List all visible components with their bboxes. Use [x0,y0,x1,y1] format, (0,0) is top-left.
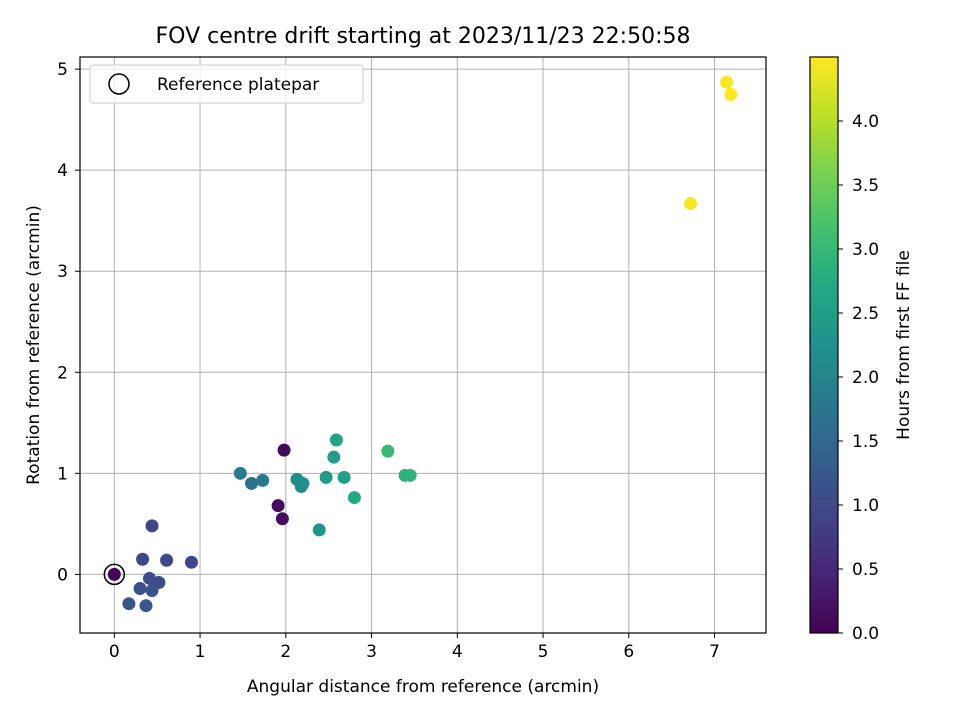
legend-marker-reference [108,73,130,95]
x-tick-label: 1 [195,642,206,662]
reference-platepar-marker [103,563,126,586]
plot-frame [79,56,767,634]
x-tick-label: 3 [366,642,377,662]
data-point [107,567,121,581]
data-point [133,582,147,596]
data-point [275,512,289,526]
x-tick-labels: 0 1 2 3 4 5 6 7 [109,642,720,662]
colorbar-tick-label: 2.0 [852,368,879,388]
data-point [256,473,270,487]
colorbar-tick-label: 4.0 [852,112,879,132]
data-point [381,444,395,458]
data-point [319,470,333,484]
plot-area [80,57,766,633]
data-point [184,555,198,569]
x-tick-label: 6 [623,642,634,662]
data-point [337,470,351,484]
x-tick-label: 0 [109,642,120,662]
scatter-points [103,75,738,613]
data-point [720,75,734,89]
data-point [277,443,291,457]
colorbar-label: Hours from first FF file [894,250,914,440]
colorbar-tick-label: 1.0 [852,496,879,516]
data-point [296,476,310,490]
x-tick-label: 4 [452,642,463,662]
data-point [329,433,343,447]
y-axis-label: Rotation from reference (arcmin) [24,205,44,485]
y-tick-label: 3 [57,262,68,282]
data-point [136,552,150,566]
data-point [724,87,738,101]
colorbar-tick-label: 0.0 [852,624,879,644]
data-point [312,523,326,537]
data-point [684,197,698,211]
x-tick-label: 5 [538,642,549,662]
data-point [160,553,174,567]
legend-label-reference: Reference platepar [157,75,319,95]
data-point [347,491,361,505]
legend: Reference platepar [89,64,364,104]
x-tick-label: 7 [709,642,720,662]
data-point [245,476,258,490]
y-tick-label: 0 [57,565,68,585]
data-point [122,597,136,611]
x-tick-label: 2 [280,642,291,662]
y-tick-label: 4 [57,161,68,181]
colorbar-tick-label: 3.5 [852,176,879,196]
y-tick-labels: 0 1 2 3 4 5 [57,60,68,585]
data-point [145,519,159,533]
y-tick-label: 2 [57,363,68,383]
data-point [145,584,159,598]
chart-title: FOV centre drift starting at 2023/11/23 … [156,24,691,49]
colorbar-tick-label: 2.5 [852,304,879,324]
data-point [139,599,153,613]
colorbar-tick-label: 0.5 [852,560,879,580]
x-axis-label: Angular distance from reference (arcmin) [247,677,599,697]
colorbar-tick-label: 3.0 [852,240,879,260]
y-tick-label: 1 [57,464,68,484]
legend-box [89,64,364,104]
colorbar-tick-label: 1.5 [852,432,879,452]
colorbar: 0.0 0.5 1.0 1.5 2.0 2.5 3.0 3.5 4.0 Hours from f… [809,56,914,644]
data-point [327,450,341,464]
colorbar-gradient [810,57,838,633]
colorbar-frame [809,56,839,634]
data-point [271,499,285,513]
colorbar-ticks: 0.0 0.5 1.0 1.5 2.0 2.5 3.0 3.5 4.0 [838,112,879,644]
data-point [403,468,417,482]
y-tick-label: 5 [57,60,68,80]
data-point [233,466,247,480]
